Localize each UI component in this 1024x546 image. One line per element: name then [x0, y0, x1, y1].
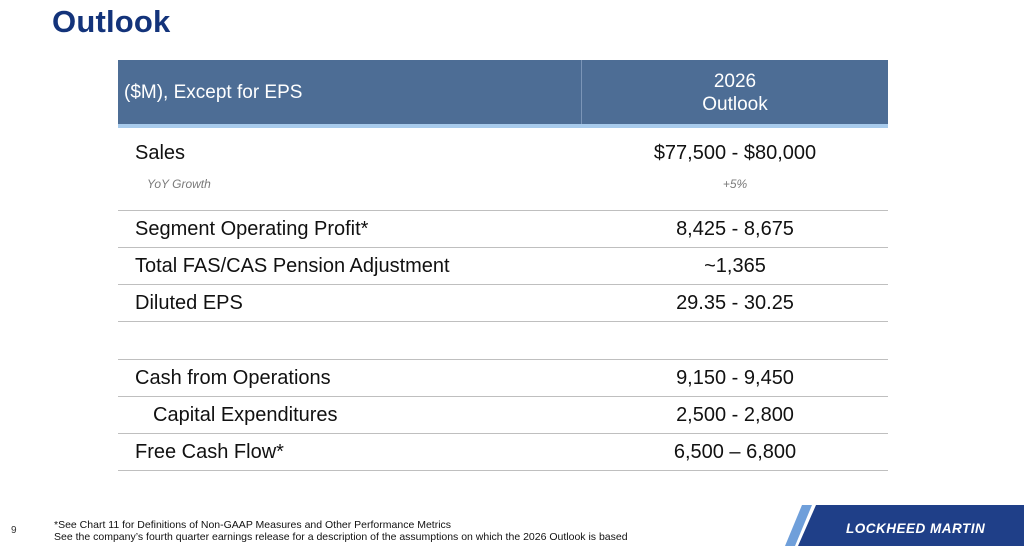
- brand-bar: [785, 505, 1024, 546]
- row-label: Capital Expenditures: [153, 404, 338, 426]
- row-label: Diluted EPS: [135, 292, 243, 314]
- footnotes: *See Chart 11 for Definitions of Non-GAA…: [54, 519, 628, 543]
- table-row-cash-from-operations: Cash from Operations 9,150 - 9,450: [118, 360, 888, 397]
- footnote-assumptions: See the company’s fourth quarter earning…: [54, 531, 628, 543]
- table-row-spacer: [118, 322, 888, 360]
- outlook-table: ($M), Except for EPS 2026 Outlook Sales …: [118, 60, 888, 471]
- row-value: 29.35 - 30.25: [676, 292, 794, 314]
- table-row-diluted-eps: Diluted EPS 29.35 - 30.25: [118, 285, 888, 322]
- row-label: Sales: [135, 142, 186, 164]
- row-label: Free Cash Flow*: [135, 441, 284, 463]
- header-units-label: ($M), Except for EPS: [124, 82, 303, 103]
- table-row-capital-expenditures: Capital Expenditures 2,500 - 2,800: [118, 397, 888, 434]
- row-value: 2,500 - 2,800: [676, 404, 794, 426]
- header-outlook-label: 2026 Outlook: [582, 70, 888, 116]
- row-value: ~1,365: [704, 255, 766, 277]
- row-label: Total FAS/CAS Pension Adjustment: [135, 255, 450, 277]
- yoy-growth-label: YoY Growth: [147, 177, 211, 191]
- table-row-free-cash-flow: Free Cash Flow* 6,500 – 6,800: [118, 434, 888, 471]
- table-row-pension-adjustment: Total FAS/CAS Pension Adjustment ~1,365: [118, 248, 888, 285]
- row-value: 6,500 – 6,800: [673, 441, 797, 463]
- header-accent-bar: [118, 124, 888, 128]
- header-divider: [581, 60, 582, 124]
- header-year: 2026: [713, 71, 757, 92]
- table-row-sales: Sales $77,500 - $80,000 YoY Growth +5%: [118, 128, 888, 211]
- table-row-segment-operating-profit: Segment Operating Profit* 8,425 - 8,675: [118, 211, 888, 248]
- row-value: $77,500 - $80,000: [653, 142, 817, 164]
- page-title: Outlook: [52, 4, 171, 39]
- yoy-growth-value: +5%: [722, 177, 748, 191]
- row-value: 9,150 - 9,450: [676, 367, 794, 389]
- lockheed-martin-logo: LOCKHEED MARTIN: [846, 521, 986, 536]
- table-header: ($M), Except for EPS 2026 Outlook: [118, 60, 888, 124]
- header-outlook: Outlook: [702, 94, 768, 115]
- page-number: 9: [11, 525, 17, 536]
- row-label: Segment Operating Profit*: [135, 218, 369, 240]
- footnote-non-gaap: *See Chart 11 for Definitions of Non-GAA…: [54, 519, 452, 531]
- row-label: Cash from Operations: [135, 367, 331, 389]
- row-value: 8,425 - 8,675: [676, 218, 794, 240]
